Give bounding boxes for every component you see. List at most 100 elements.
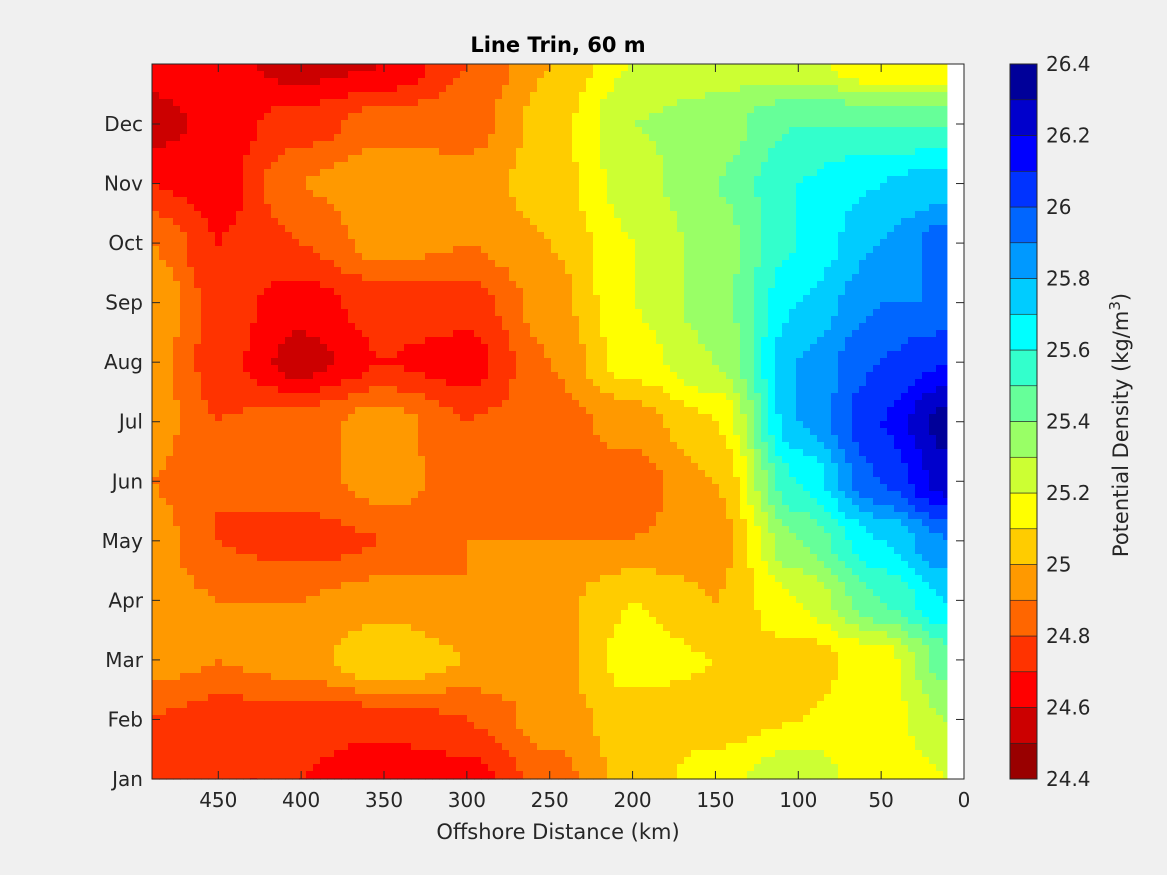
contour-cell xyxy=(264,225,272,233)
contour-cell xyxy=(565,99,573,107)
contour-cell xyxy=(824,78,832,86)
contour-cell xyxy=(292,302,300,310)
contour-cell xyxy=(306,78,314,86)
contour-cell xyxy=(481,316,489,324)
contour-cell xyxy=(257,260,265,268)
contour-cell xyxy=(215,120,223,128)
contour-cell xyxy=(747,267,755,275)
contour-cell xyxy=(173,134,181,142)
contour-cell xyxy=(187,71,195,79)
contour-cell xyxy=(285,239,293,247)
contour-cell xyxy=(845,309,853,317)
contour-cell xyxy=(271,204,279,212)
contour-cell xyxy=(285,141,293,149)
contour-cell xyxy=(236,246,244,254)
contour-cell xyxy=(278,113,286,121)
contour-cell xyxy=(621,134,629,142)
contour-cell xyxy=(789,141,797,149)
contour-cell xyxy=(614,85,622,93)
contour-cell xyxy=(418,197,426,205)
contour-cell xyxy=(670,78,678,86)
contour-cell xyxy=(677,267,685,275)
contour-cell xyxy=(341,85,349,93)
contour-cell xyxy=(572,162,580,170)
contour-cell xyxy=(775,246,783,254)
contour-cell xyxy=(180,281,188,289)
contour-cell xyxy=(915,92,923,100)
contour-cell xyxy=(208,218,216,226)
contour-cell xyxy=(593,309,601,317)
contour-cell xyxy=(285,85,293,93)
contour-cell xyxy=(166,183,174,191)
contour-cell xyxy=(726,197,734,205)
contour-cell xyxy=(292,260,300,268)
contour-cell xyxy=(446,64,454,72)
contour-cell xyxy=(943,246,949,254)
contour-cell xyxy=(481,176,489,184)
contour-cell xyxy=(523,232,531,240)
contour-cell xyxy=(481,120,489,128)
contour-cell xyxy=(922,218,930,226)
contour-cell xyxy=(565,253,573,261)
contour-cell xyxy=(544,134,552,142)
contour-cell xyxy=(299,92,307,100)
contour-cell xyxy=(859,330,867,338)
contour-cell xyxy=(215,155,223,163)
contour-cell xyxy=(215,274,223,282)
contour-cell xyxy=(453,225,461,233)
contour-cell xyxy=(376,141,384,149)
contour-cell xyxy=(698,365,706,373)
contour-cell xyxy=(747,148,755,156)
contour-cell xyxy=(201,85,209,93)
contour-cell xyxy=(418,246,426,254)
contour-cell xyxy=(754,253,762,261)
contour-cell xyxy=(404,267,412,275)
contour-cell xyxy=(929,141,937,149)
contour-cell xyxy=(481,134,489,142)
contour-cell xyxy=(754,92,762,100)
contour-cell xyxy=(698,358,706,366)
contour-cell xyxy=(908,127,916,135)
contour-cell xyxy=(390,281,398,289)
contour-cell xyxy=(327,183,335,191)
contour-cell xyxy=(803,197,811,205)
contour-cell xyxy=(796,344,804,352)
contour-cell xyxy=(677,295,685,303)
contour-cell xyxy=(530,106,538,114)
contour-cell xyxy=(215,253,223,261)
contour-cell xyxy=(390,337,398,345)
contour-cell xyxy=(775,232,783,240)
contour-cell xyxy=(747,260,755,268)
contour-cell xyxy=(166,232,174,240)
contour-cell xyxy=(782,176,790,184)
contour-cell xyxy=(418,295,426,303)
contour-cell xyxy=(250,148,258,156)
contour-cell xyxy=(649,274,657,282)
contour-cell xyxy=(348,253,356,261)
contour-cell xyxy=(383,337,391,345)
contour-cell xyxy=(299,260,307,268)
contour-cell xyxy=(873,358,881,366)
contour-cell xyxy=(873,85,881,93)
contour-cell xyxy=(348,365,356,373)
contour-cell xyxy=(845,344,853,352)
contour-cell xyxy=(369,78,377,86)
contour-cell xyxy=(810,225,818,233)
contour-cell xyxy=(523,246,531,254)
contour-cell xyxy=(159,232,167,240)
contour-cell xyxy=(705,323,713,331)
contour-cell xyxy=(187,225,195,233)
contour-cell xyxy=(803,64,811,72)
contour-cell xyxy=(761,71,769,79)
contour-cell xyxy=(523,218,531,226)
contour-cell xyxy=(698,120,706,128)
contour-cell xyxy=(880,183,888,191)
contour-cell xyxy=(670,176,678,184)
contour-cell xyxy=(705,330,713,338)
contour-cell xyxy=(404,260,412,268)
contour-cell xyxy=(810,218,818,226)
contour-cell xyxy=(565,197,573,205)
contour-cell xyxy=(278,232,286,240)
contour-cell xyxy=(425,323,433,331)
contour-cell xyxy=(663,239,671,247)
